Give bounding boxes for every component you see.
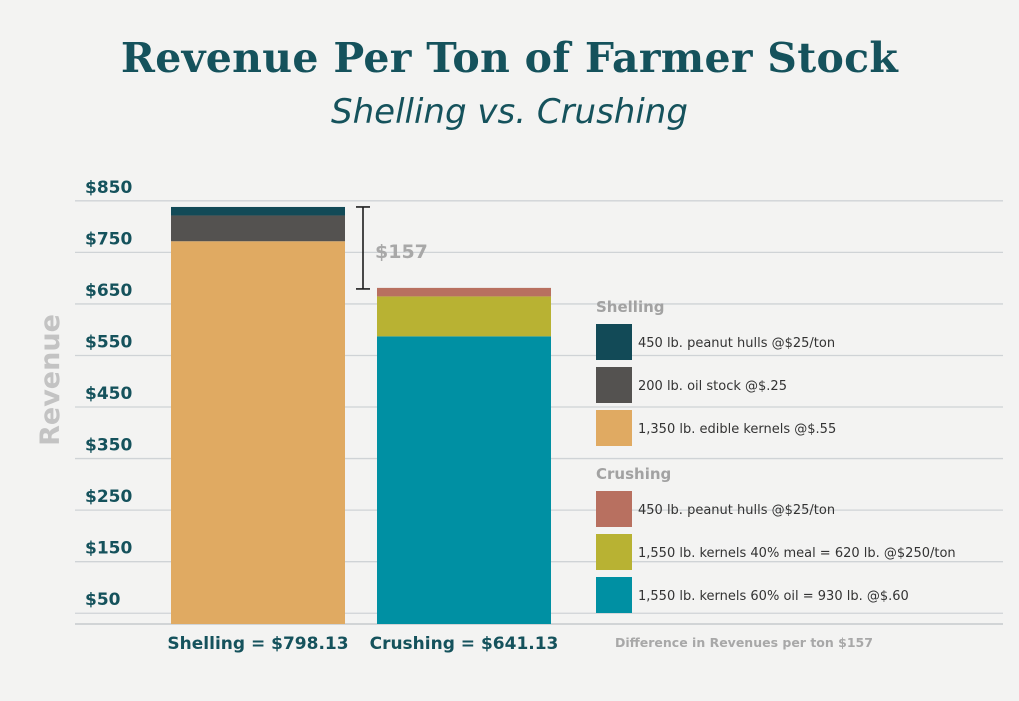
legend-item-label: 450 lb. peanut hulls @$25/ton	[638, 336, 835, 351]
chart-subtitle: Shelling vs. Crushing	[331, 92, 688, 132]
y-tick-label: $350	[85, 436, 132, 456]
y-tick-label: $750	[85, 229, 132, 249]
legend-item-label: 1,550 lb. kernels 60% oil = 930 lb. @$.6…	[638, 589, 909, 604]
bar-segment-crushing-3	[377, 336, 551, 624]
bar-segment-shelling-0	[171, 241, 345, 624]
bars	[171, 206, 551, 624]
y-tick-label: $550	[85, 332, 132, 352]
bar-segment-crushing-5	[377, 287, 551, 297]
legend-swatch	[596, 534, 632, 570]
legend-swatch	[596, 367, 632, 403]
y-axis-label: Revenue	[35, 314, 66, 446]
legend: Shelling 450 lb. peanut hulls @$25/ton 200…	[596, 298, 956, 613]
legend-swatch	[596, 410, 632, 446]
annotations: $157	[356, 206, 428, 290]
legend-group-title: Shelling	[596, 298, 665, 316]
x-axis: Shelling = $798.13 Crushing = $641.13	[167, 634, 558, 654]
legend-swatch	[596, 577, 632, 613]
y-tick-label: $50	[85, 590, 121, 610]
footnote: Difference in Revenues per ton $157	[615, 635, 873, 650]
chart-title: Revenue Per Ton of Farmer Stock	[120, 34, 899, 82]
legend-item-label: 1,550 lb. kernels 40% meal = 620 lb. @$2…	[638, 546, 956, 561]
legend-item-label: 1,350 lb. edible kernels @$.55	[638, 422, 836, 437]
category-label: Crushing = $641.13	[370, 634, 559, 654]
bar-segment-shelling-1	[171, 215, 345, 242]
difference-label: $157	[375, 241, 428, 263]
y-axis: $850 $750 $650 $550 $450 $350 $250 $150 $50 Reven…	[35, 178, 132, 610]
legend-swatch	[596, 491, 632, 527]
category-label: Shelling = $798.13	[167, 634, 348, 654]
y-tick-label: $250	[85, 487, 132, 507]
legend-item-label: 450 lb. peanut hulls @$25/ton	[638, 503, 835, 518]
y-tick-label: $650	[85, 281, 132, 301]
legend-swatch	[596, 324, 632, 360]
y-tick-label: $850	[85, 178, 132, 198]
bar-segment-shelling-2	[171, 206, 345, 216]
legend-group-title: Crushing	[596, 465, 671, 483]
y-tick-label: $150	[85, 539, 132, 559]
legend-item-label: 200 lb. oil stock @$.25	[638, 379, 787, 394]
bar-segment-crushing-4	[377, 296, 551, 337]
y-tick-label: $450	[85, 384, 132, 404]
